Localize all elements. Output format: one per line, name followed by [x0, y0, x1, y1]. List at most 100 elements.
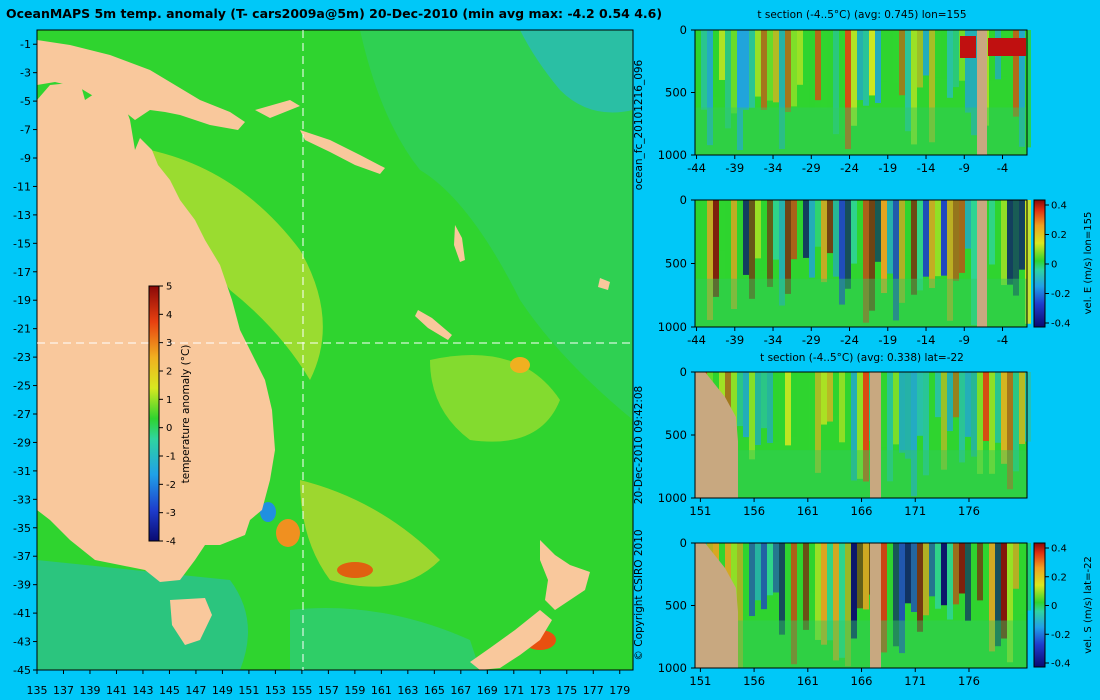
section-x-tick-label: -9	[959, 161, 970, 175]
land-new-zealand-south	[470, 610, 552, 670]
section-cell	[761, 200, 767, 271]
section-cell	[941, 543, 947, 606]
section-cell	[899, 200, 905, 303]
section-cell	[875, 200, 881, 262]
section-x-tick-label: 176	[958, 674, 980, 688]
map-y-tick-label: -43	[13, 636, 31, 649]
section-cell	[743, 200, 749, 275]
section-x-tick-label: -14	[917, 333, 936, 347]
section-cell	[905, 372, 911, 459]
vel-east-colorbar-label: vel. E (m/s) lon=155	[1083, 212, 1094, 315]
ocean-cold-patch-sw	[37, 560, 248, 670]
map-title: OceanMAPS 5m temp. anomaly (T- cars2009a…	[6, 6, 662, 21]
section-cell	[965, 30, 971, 113]
section-y-tick-label: 500	[665, 428, 687, 442]
section-cell	[815, 30, 821, 101]
section-land-strip	[977, 30, 987, 155]
section-cell	[755, 543, 761, 601]
section-cell	[1025, 372, 1031, 442]
section-cell	[833, 30, 839, 135]
section-cell	[977, 372, 983, 474]
section-cell	[725, 30, 731, 129]
section-x-tick-label: 171	[904, 504, 926, 518]
vel-colorbar-tick-label: -0.2	[1051, 289, 1071, 300]
section-cell	[1025, 543, 1031, 611]
ocean-warm-tasman	[300, 480, 440, 587]
panel2-vel-east-lon155: 0 500 1000-44 -39 -34 -29 -24 -19 -14 -9 -4	[658, 193, 1031, 347]
map-x-tick-label: 159	[344, 684, 365, 697]
section-deep-layer	[695, 620, 1027, 668]
section-cell	[803, 30, 809, 82]
section-cell	[815, 543, 821, 640]
vel-east-colorbar: 0.4 0.2 0 -0.2 -0.4 vel. E (m/s) lon=155	[1033, 199, 1094, 330]
section-cell	[1019, 543, 1025, 615]
map-x-tick-label: 143	[132, 684, 153, 697]
vel-colorbar-tick-label: 0.4	[1051, 544, 1067, 555]
land-new-caledonia	[415, 310, 452, 340]
map-x-tick-label: 149	[212, 684, 233, 697]
section-cell	[893, 543, 899, 647]
map-x-tick-label: 163	[397, 684, 418, 697]
section-y-tick-label: 0	[680, 23, 687, 37]
section-y-tick-label: 1000	[658, 320, 687, 334]
map-x-tick-label: 173	[530, 684, 551, 697]
section-cell	[725, 200, 731, 299]
map-y-tick-label: -45	[13, 664, 31, 677]
section-deep-layer	[695, 278, 1027, 327]
section-cell	[893, 30, 899, 84]
section-x-tick-label: -24	[840, 161, 859, 175]
section-cell	[899, 30, 905, 96]
section-cell	[1019, 200, 1025, 270]
land-new-britain	[255, 100, 300, 118]
section-cell	[797, 200, 803, 319]
section-cell	[977, 543, 983, 601]
section-cell	[839, 543, 845, 658]
map-y-tick-label: -3	[20, 67, 31, 80]
section-cell	[803, 200, 809, 258]
map-plot: 135 137 139 141 143 145 147 149 151 153 155 157 159 1…	[13, 29, 634, 697]
map-x-tick-label: 179	[609, 684, 630, 697]
section-y-tick-label: 0	[680, 193, 687, 207]
section-cell	[1025, 200, 1031, 324]
colorbar-tick-label: 5	[166, 282, 172, 293]
section-cell	[761, 30, 767, 110]
section-cell	[833, 372, 839, 417]
section-cell	[833, 543, 839, 661]
section-cell	[815, 200, 821, 247]
section-cell	[767, 30, 773, 101]
section-x-tick-label: 156	[743, 674, 765, 688]
section-cell	[851, 200, 857, 264]
map-y-tick-label: -21	[13, 323, 31, 336]
section-cell	[695, 200, 701, 325]
vel-colorbar-tick-label: 0.2	[1051, 572, 1067, 583]
section-cell	[695, 30, 701, 120]
section-cell	[785, 543, 791, 594]
section-y-tick-label: 1000	[658, 491, 687, 505]
colorbar-tick-label: 4	[166, 310, 172, 321]
ocean-cold-patch-s	[290, 608, 480, 670]
map-x-tick-label: 161	[371, 684, 392, 697]
map-x-tick-label: 167	[450, 684, 471, 697]
section-cell	[905, 30, 911, 132]
colorbar-label: temperature anomaly (°C)	[180, 345, 192, 484]
section-cell	[881, 200, 887, 294]
section-x-tick-label: -44	[687, 333, 706, 347]
section-cell	[791, 200, 797, 260]
vel-colorbar-tick-label: -0.4	[1051, 659, 1071, 670]
colorbar-tick-label: 1	[166, 395, 172, 406]
section-y-tick-label: 0	[680, 536, 687, 550]
vel-south-colorbar: 0.4 0.2 0 -0.2 -0.4 vel. S (m/s) lat=-22	[1033, 542, 1094, 670]
section-y-tick-label: 500	[665, 86, 687, 100]
section-cell	[743, 30, 749, 110]
section-cell	[911, 543, 917, 612]
section-x-tick-label: -39	[725, 161, 744, 175]
section-cell	[881, 372, 887, 448]
section-cell	[821, 200, 827, 283]
section-x-tick-label: 151	[689, 674, 711, 688]
section-cell	[737, 543, 743, 668]
section-cell	[797, 30, 803, 85]
section-cell	[1025, 30, 1031, 148]
map-y-tick-label: -17	[13, 266, 31, 279]
section-cell	[707, 200, 713, 320]
section-cell	[821, 543, 827, 645]
